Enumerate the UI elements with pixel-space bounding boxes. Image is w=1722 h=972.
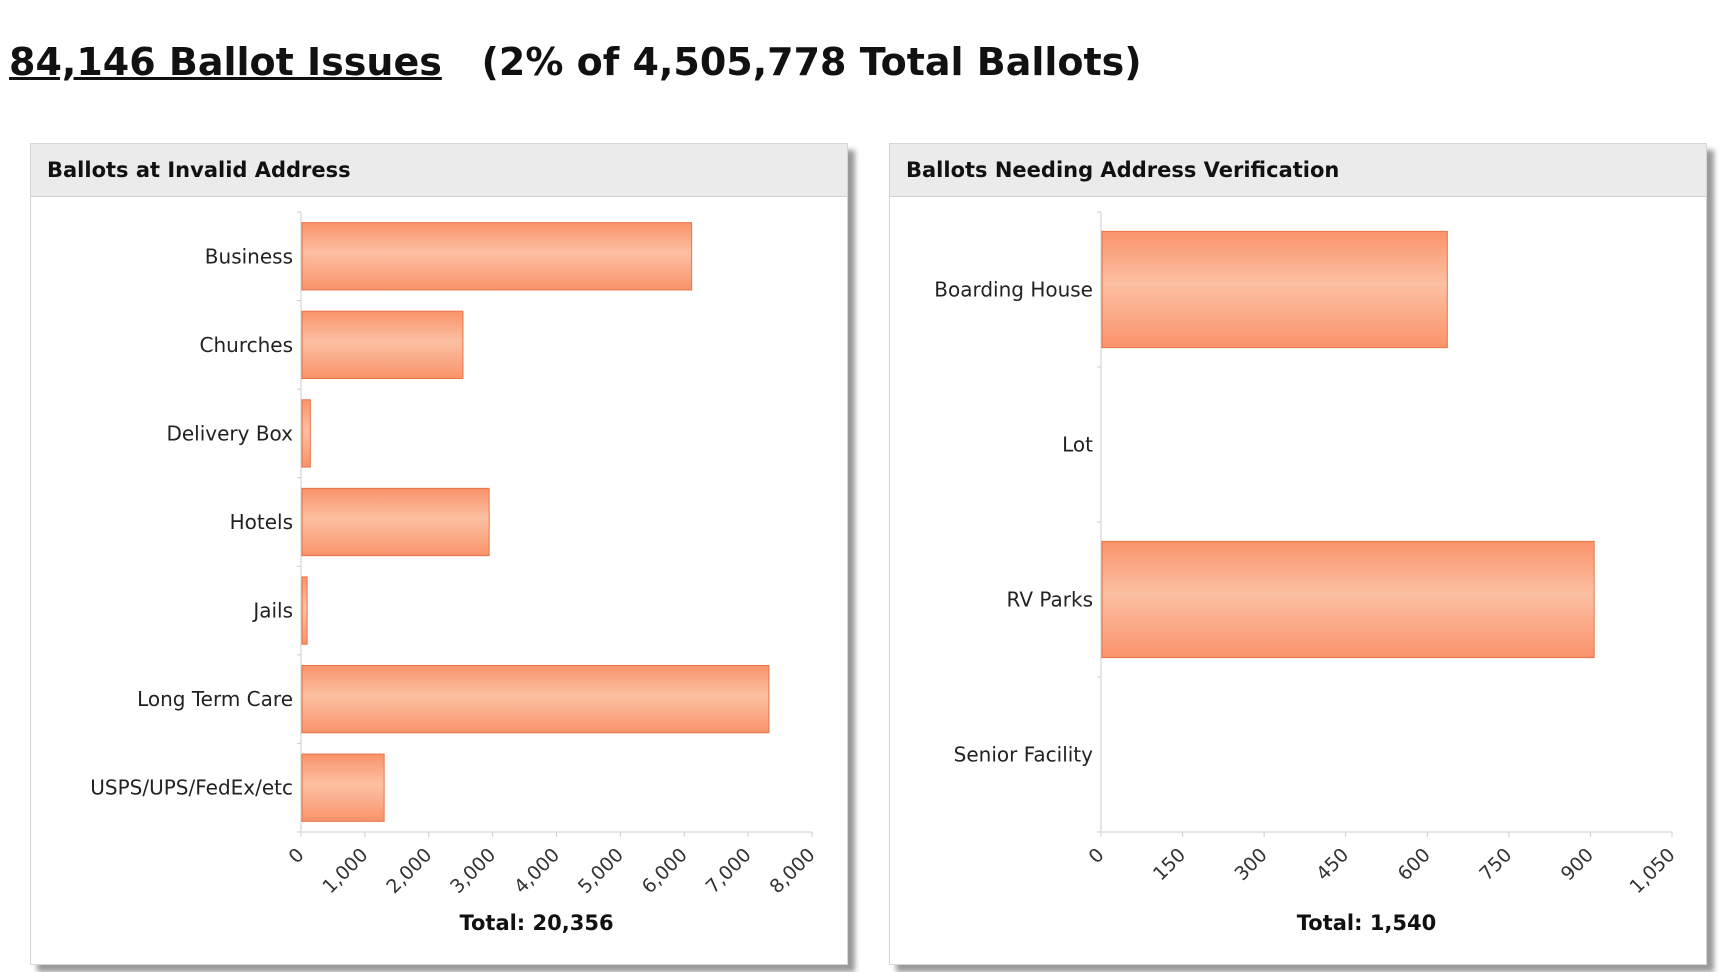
x-tick-label: 450 [1312,844,1353,885]
ballot-issues-count: 84,146 Ballot Issues [9,40,442,84]
ballot-issues-summary: (2% of 4,505,778 Total Ballots) [481,40,1142,84]
bar [301,310,464,380]
x-tick-label: 6,000 [638,844,692,898]
x-tick-label: 600 [1394,844,1435,885]
category-label: Senior Facility [954,743,1093,767]
category-label: USPS/UPS/FedEx/etc [90,776,293,800]
category-label: Churches [200,333,294,357]
x-tick-label: 5,000 [574,844,628,898]
x-tick-label: 150 [1149,844,1190,885]
x-tick-label: 1,000 [318,844,372,898]
bar [301,487,490,557]
bar [1101,230,1448,349]
page-title: 84,146 Ballot Issues (2% of 4,505,778 To… [9,40,1142,84]
x-tick-label: 7,000 [702,844,756,898]
total-label: Total: 20,356 [459,911,613,935]
bar [301,664,770,734]
category-label: Long Term Care [137,687,293,711]
bar [301,753,385,822]
x-tick-label: 0 [284,844,308,868]
address-verification-chart: Boarding House Lot RV Parks Senior Facility… [934,211,1680,935]
category-label: Lot [1062,433,1093,457]
bar [301,222,693,291]
category-label: Jails [251,599,293,623]
x-tick-label: 8,000 [766,844,820,898]
x-tick-label: 300 [1230,844,1271,885]
bar [301,399,311,468]
x-tick-label: 3,000 [446,844,500,898]
category-label: RV Parks [1007,588,1093,612]
panel-title: Ballots Needing Address Verification [890,144,1706,197]
category-label: Hotels [230,510,293,534]
panel-title: Ballots at Invalid Address [31,144,847,197]
bar [301,576,308,645]
address-verification-panel: Ballots Needing Address Verification Boa… [889,143,1707,965]
total-label: Total: 1,540 [1297,911,1437,935]
invalid-address-panel: Ballots at Invalid Address Business Churc… [30,143,848,965]
x-tick-label: 0 [1084,844,1108,868]
invalid-address-chart: Business Churches Delivery Box Hotels Jails L… [90,211,820,935]
category-label: Delivery Box [166,421,293,445]
x-tick-label: 1,050 [1626,844,1680,898]
x-tick-label: 750 [1475,844,1516,885]
x-tick-label: 900 [1557,844,1598,885]
x-tick-label: 2,000 [382,844,436,898]
category-label: Boarding House [934,278,1093,302]
bar [1101,540,1595,659]
x-tick-label: 4,000 [510,844,564,898]
category-label: Business [205,244,293,268]
